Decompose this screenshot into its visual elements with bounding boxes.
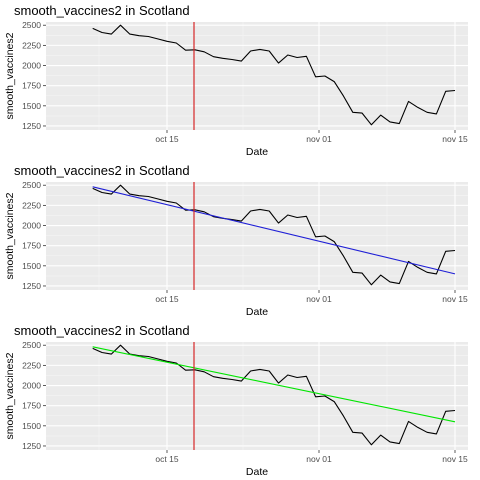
y-tick-label: 2500	[22, 180, 41, 190]
y-axis-label: smooth_vaccines2	[4, 352, 16, 439]
y-tick-label: 2250	[22, 360, 41, 370]
data-series-line	[92, 24, 456, 126]
x-tick-label: nov 15	[442, 134, 468, 144]
chart-panel-2: smooth_vaccines2 in Scotland 1250 1500 1750…	[4, 163, 468, 318]
chart-panel-1: smooth_vaccines2 in Scotland 1250 1500 1750…	[4, 3, 468, 158]
y-tick-label: 1250	[22, 441, 41, 451]
x-axis-label: Date	[246, 146, 268, 158]
x-axis-label: Date	[246, 306, 268, 318]
y-tick-label: 2000	[22, 381, 41, 391]
plot-background	[46, 182, 468, 290]
y-tick-label: 1750	[22, 401, 41, 411]
plot-background	[46, 342, 468, 450]
y-tick-label: 2500	[22, 340, 41, 350]
x-tick-label: nov 01	[306, 294, 332, 304]
data-series-line	[92, 184, 456, 286]
y-axis-label: smooth_vaccines2	[4, 192, 16, 279]
y-tick-label: 2000	[22, 61, 41, 71]
x-tick-label: nov 01	[306, 454, 332, 464]
x-axis-label: Date	[246, 466, 268, 478]
chart-title: smooth_vaccines2 in Scotland	[14, 3, 190, 18]
trend-line	[92, 346, 456, 423]
x-tick-label: nov 01	[306, 134, 332, 144]
y-tick-label: 1750	[22, 241, 41, 251]
y-tick-label: 1750	[22, 81, 41, 91]
x-tick-label: nov 15	[442, 454, 468, 464]
chart-panel-3: smooth_vaccines2 in Scotland 1250 1500 1750…	[4, 323, 468, 478]
y-tick-label: 2000	[22, 221, 41, 231]
y-tick-label: 1500	[22, 101, 41, 111]
plot-background	[46, 22, 468, 130]
y-tick-label: 2250	[22, 40, 41, 50]
data-series-line	[92, 344, 456, 446]
trend-line	[92, 186, 456, 275]
y-tick-label: 2250	[22, 200, 41, 210]
y-tick-label: 1250	[22, 121, 41, 131]
y-tick-label: 1250	[22, 281, 41, 291]
x-tick-label: oct 15	[155, 134, 178, 144]
y-tick-label: 1500	[22, 421, 41, 431]
x-tick-label: oct 15	[155, 454, 178, 464]
x-tick-label: nov 15	[442, 294, 468, 304]
y-axis-label: smooth_vaccines2	[4, 32, 16, 119]
chart-title: smooth_vaccines2 in Scotland	[14, 323, 190, 338]
chart-title: smooth_vaccines2 in Scotland	[14, 163, 190, 178]
y-tick-label: 1500	[22, 261, 41, 271]
y-tick-label: 2500	[22, 20, 41, 30]
x-tick-label: oct 15	[155, 294, 178, 304]
